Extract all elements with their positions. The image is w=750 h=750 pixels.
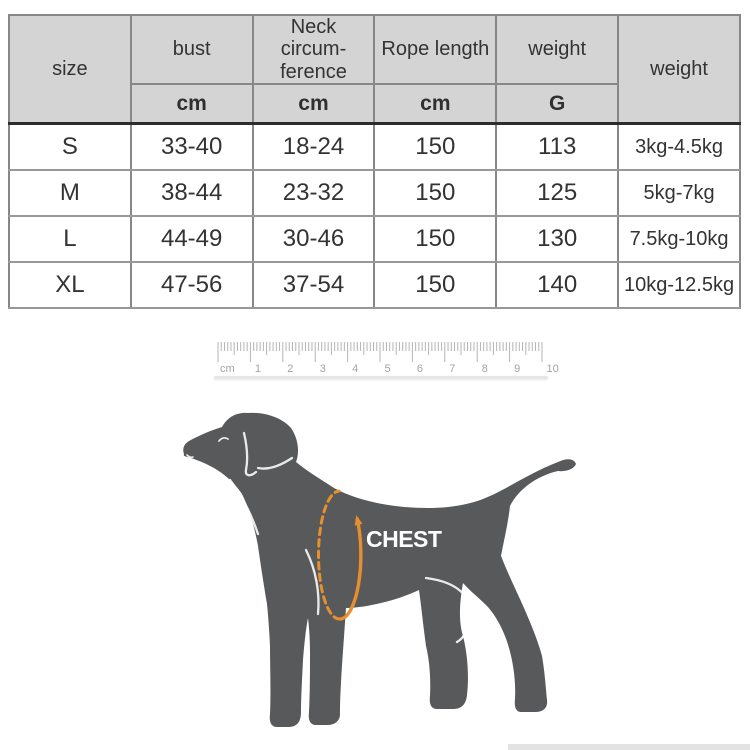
- bust-cell: 44-49: [129, 215, 254, 264]
- chest-measurement: CHEST: [317, 489, 442, 621]
- ruler-number-label: 1: [255, 363, 261, 375]
- column-header-bust: bust: [129, 13, 254, 86]
- rope-cell: 150: [373, 215, 498, 264]
- chest-ellipse-solid-arrow: [339, 515, 363, 621]
- column-header-weight-grams: weight: [495, 13, 620, 86]
- rope-cell: 150: [373, 169, 498, 218]
- table-row-size-l: L 44-49 30-46 150 130 7.5kg-10kg: [8, 215, 741, 264]
- table-row-size-s: S 33-40 18-24 150 113 3kg-4.5kg: [8, 122, 741, 172]
- ruler-number-label: 3: [320, 363, 326, 375]
- weight-g-cell: 113: [495, 122, 620, 172]
- unit-bust-cm: cm: [129, 83, 254, 125]
- neck-cell: 18-24: [251, 122, 376, 172]
- neck-cell: 23-32: [251, 169, 376, 218]
- column-header-size: size: [8, 14, 132, 125]
- ruler-number-label: 4: [352, 363, 358, 375]
- chest-label: CHEST: [366, 526, 442, 552]
- weight-range-cell: 7.5kg-10kg: [617, 215, 741, 264]
- weight-g-cell: 130: [495, 215, 620, 264]
- column-header-rope-length: Rope length: [373, 13, 498, 86]
- bust-cell: 38-44: [129, 169, 254, 218]
- column-header-weight-range: weight: [617, 14, 741, 125]
- column-header-neck-circumference: Neck circum-ference: [251, 13, 376, 86]
- rope-cell: 150: [373, 122, 498, 172]
- ruler-number-label: 2: [287, 363, 293, 375]
- weight-g-cell: 125: [495, 169, 620, 218]
- eye-mark: [218, 436, 229, 442]
- cheek-line: [256, 456, 294, 470]
- ruler-number-label: 10: [547, 363, 559, 375]
- size-cell: M: [8, 169, 132, 218]
- dog-measurement-diagram: CHEST: [170, 408, 660, 750]
- table-row-size-xl: XL 47-56 37-54 150 140 10kg-12.5kg: [8, 261, 741, 310]
- ruler-number-label: 8: [482, 363, 488, 375]
- neck-line: [228, 478, 260, 536]
- size-cell: XL: [8, 261, 132, 310]
- page-edge-artifact: [508, 744, 750, 750]
- weight-range-cell: 10kg-12.5kg: [617, 261, 741, 310]
- ruler-unit-label: cm: [220, 363, 235, 375]
- ruler-graphic: cm 1 2 3 4 5 6 7 8 9 10: [212, 340, 564, 380]
- unit-neck-cm: cm: [251, 83, 376, 125]
- table-row-size-m: M 38-44 23-32 150 125 5kg-7kg: [8, 169, 741, 218]
- weight-range-cell: 3kg-4.5kg: [617, 122, 741, 172]
- size-cell: S: [8, 122, 132, 172]
- ruler-ticks: cm 1 2 3 4 5 6 7 8 9 10: [217, 342, 559, 375]
- bust-cell: 47-56: [129, 261, 254, 310]
- unit-rope-cm: cm: [373, 83, 498, 125]
- bust-cell: 33-40: [129, 122, 254, 172]
- weight-range-cell: 5kg-7kg: [617, 169, 741, 218]
- neck-cell: 30-46: [251, 215, 376, 264]
- ruler-number-label: 7: [449, 363, 455, 375]
- dog-detail-lines: [186, 431, 509, 705]
- ruler-number-label: 6: [417, 363, 423, 375]
- size-chart-table: size bust Neck circum-ference Rope lengt…: [8, 13, 741, 310]
- rope-cell: 150: [373, 261, 498, 310]
- dog-silhouette: [183, 412, 577, 727]
- size-cell: L: [8, 215, 132, 264]
- nose-mark: [186, 454, 194, 459]
- ruler-shadow: [214, 376, 548, 379]
- unit-weight-g: G: [495, 83, 620, 125]
- chest-ellipse-dashed: [317, 489, 342, 621]
- neck-cell: 37-54: [251, 261, 376, 310]
- weight-g-cell: 140: [495, 261, 620, 310]
- ear-outline: [242, 431, 258, 477]
- haunch-line: [424, 576, 472, 644]
- hind-leg-line: [479, 604, 509, 705]
- shoulder-line: [304, 548, 320, 616]
- ruler-number-label: 5: [385, 363, 391, 375]
- ruler-number-label: 9: [514, 363, 520, 375]
